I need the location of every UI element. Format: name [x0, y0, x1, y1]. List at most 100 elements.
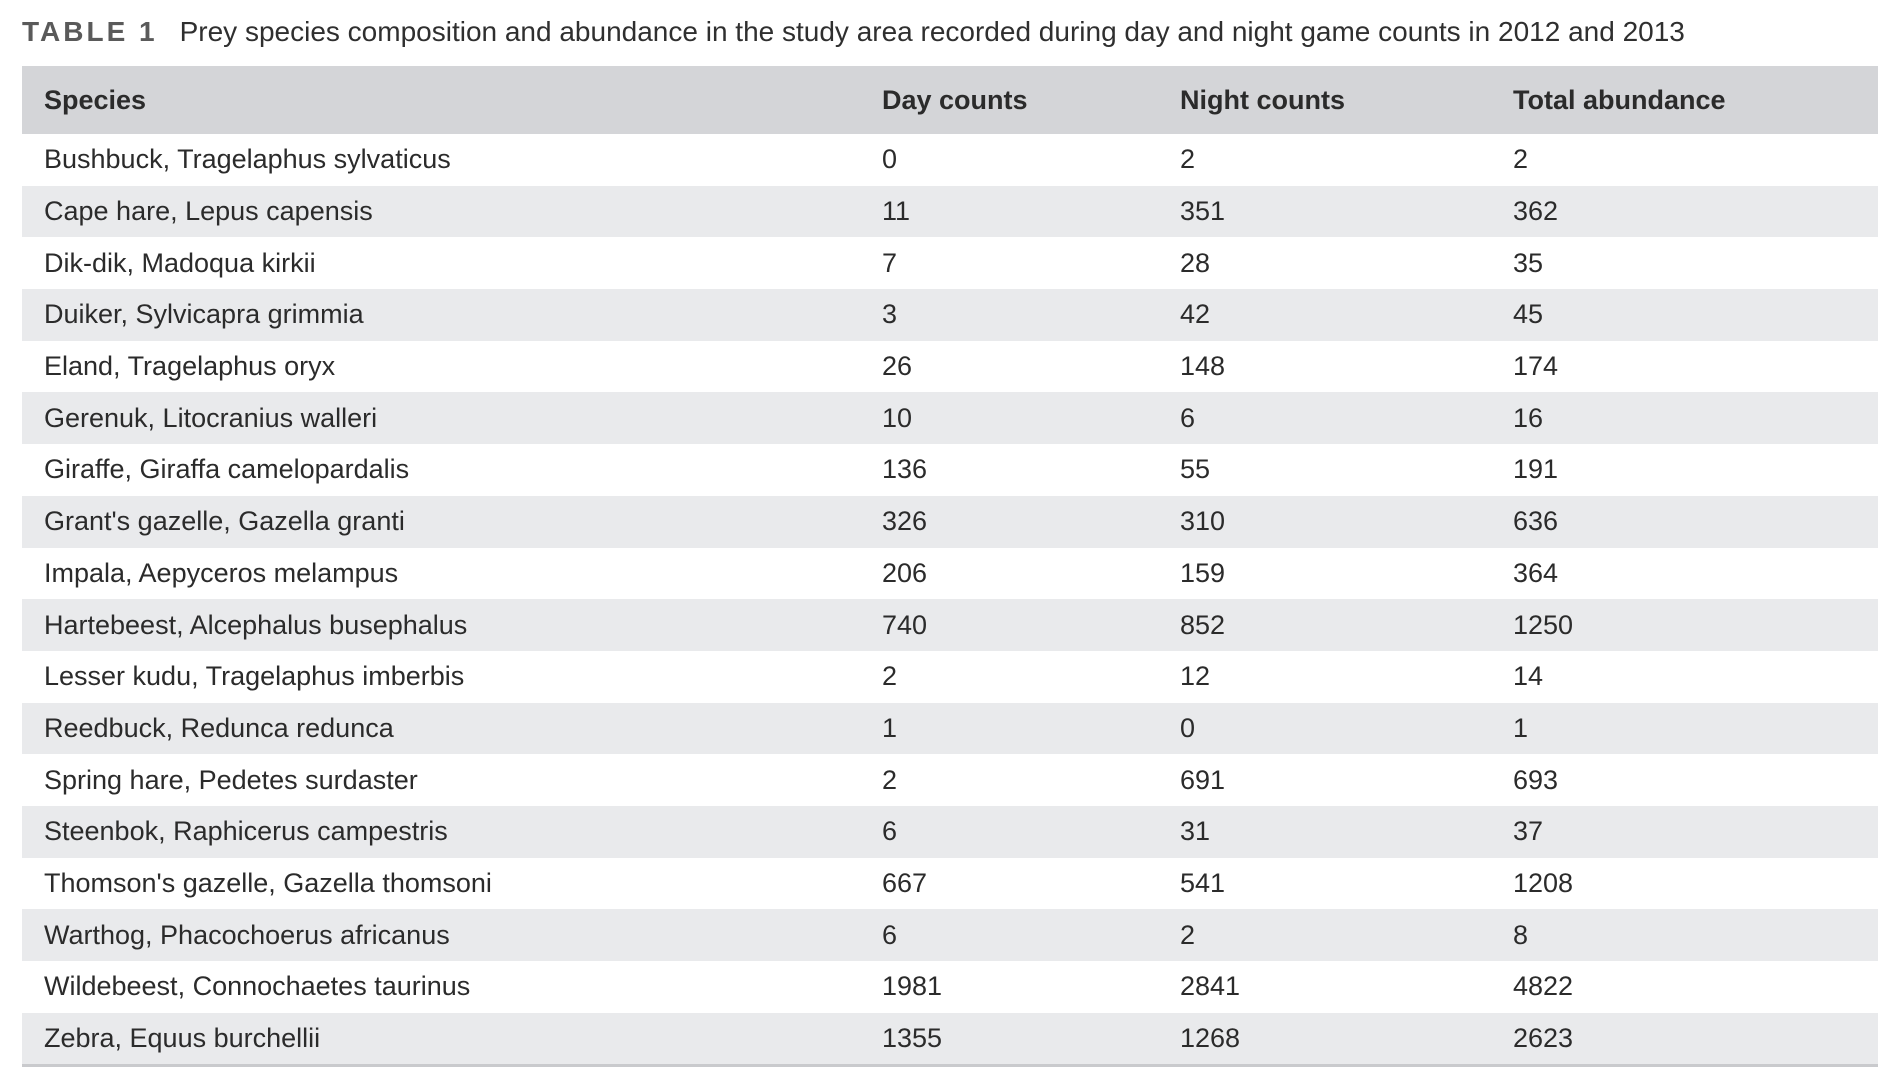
cell-total-abundance: 362 [1491, 185, 1878, 238]
cell-day-counts: 206 [860, 547, 1158, 600]
cell-night-counts: 2841 [1158, 961, 1491, 1013]
cell-species: Zebra, Equus burchellii [22, 1012, 860, 1068]
cell-night-counts: 351 [1158, 185, 1491, 238]
cell-day-counts: 326 [860, 495, 1158, 548]
cell-total-abundance: 693 [1491, 754, 1878, 806]
table-row: Cape hare, Lepus capensis 11 351 362 [22, 185, 1878, 238]
cell-night-counts: 2 [1158, 909, 1491, 961]
cell-species: Impala, Aepyceros melampus [22, 547, 860, 600]
cell-species: Steenbok, Raphicerus campestris [22, 805, 860, 858]
prey-species-table: Species Day counts Night counts Total ab… [22, 66, 1878, 1068]
cell-total-abundance: 191 [1491, 444, 1878, 496]
cell-day-counts: 1 [860, 702, 1158, 755]
cell-species: Duiker, Sylvicapra grimmia [22, 289, 860, 341]
cell-species: Spring hare, Pedetes surdaster [22, 754, 860, 806]
cell-species: Reedbuck, Redunca redunca [22, 702, 860, 755]
table-caption: TABLE 1 Prey species composition and abun… [22, 12, 1872, 52]
cell-night-counts: 55 [1158, 444, 1491, 496]
cell-total-abundance: 1 [1491, 702, 1878, 755]
cell-day-counts: 26 [860, 340, 1158, 393]
table-row: Steenbok, Raphicerus campestris 6 31 37 [22, 805, 1878, 858]
table-body: Bushbuck, Tragelaphus sylvaticus 0 2 2 Cape … [22, 134, 1878, 1068]
table-row: Duiker, Sylvicapra grimmia 3 42 45 [22, 289, 1878, 341]
cell-night-counts: 691 [1158, 754, 1491, 806]
cell-night-counts: 1268 [1158, 1012, 1491, 1068]
cell-total-abundance: 14 [1491, 650, 1878, 703]
table-header: Species Day counts Night counts Total ab… [22, 66, 1878, 134]
column-header-total-abundance: Total abundance [1491, 66, 1878, 134]
table-row: Hartebeest, Alcephalus busephalus 740 852 1… [22, 599, 1878, 651]
cell-total-abundance: 16 [1491, 392, 1878, 445]
cell-species: Warthog, Phacochoerus africanus [22, 909, 860, 961]
table-label: TABLE 1 [22, 16, 158, 47]
cell-day-counts: 2 [860, 650, 1158, 703]
cell-day-counts: 1981 [860, 961, 1158, 1013]
cell-night-counts: 148 [1158, 340, 1491, 393]
cell-day-counts: 0 [860, 134, 1158, 186]
cell-night-counts: 12 [1158, 650, 1491, 703]
table-row: Dik-dik, Madoqua kirkii 7 28 35 [22, 237, 1878, 290]
cell-day-counts: 3 [860, 289, 1158, 341]
table-row: Zebra, Equus burchellii 1355 1268 2623 [22, 1012, 1878, 1068]
table-row: Eland, Tragelaphus oryx 26 148 174 [22, 340, 1878, 393]
cell-species: Grant's gazelle, Gazella granti [22, 495, 860, 548]
cell-total-abundance: 2 [1491, 134, 1878, 186]
cell-species: Wildebeest, Connochaetes taurinus [22, 961, 860, 1013]
table-row: Spring hare, Pedetes surdaster 2 691 693 [22, 754, 1878, 806]
cell-species: Giraffe, Giraffa camelopardalis [22, 444, 860, 496]
cell-total-abundance: 45 [1491, 289, 1878, 341]
cell-night-counts: 6 [1158, 392, 1491, 445]
table-row: Grant's gazelle, Gazella granti 326 310 636 [22, 495, 1878, 548]
cell-total-abundance: 1250 [1491, 599, 1878, 651]
cell-night-counts: 28 [1158, 237, 1491, 290]
cell-night-counts: 42 [1158, 289, 1491, 341]
cell-day-counts: 11 [860, 185, 1158, 238]
cell-species: Eland, Tragelaphus oryx [22, 340, 860, 393]
table-row: Giraffe, Giraffa camelopardalis 136 55 191 [22, 444, 1878, 496]
column-header-species: Species [22, 66, 860, 134]
table-row: Wildebeest, Connochaetes taurinus 1981 284… [22, 961, 1878, 1013]
cell-species: Cape hare, Lepus capensis [22, 185, 860, 238]
table-row: Reedbuck, Redunca redunca 1 0 1 [22, 702, 1878, 755]
cell-species: Thomson's gazelle, Gazella thomsoni [22, 857, 860, 910]
cell-night-counts: 159 [1158, 547, 1491, 600]
table-row: Warthog, Phacochoerus africanus 6 2 8 [22, 909, 1878, 961]
cell-day-counts: 1355 [860, 1012, 1158, 1068]
cell-day-counts: 136 [860, 444, 1158, 496]
cell-species: Gerenuk, Litocranius walleri [22, 392, 860, 445]
table-row: Bushbuck, Tragelaphus sylvaticus 0 2 2 [22, 134, 1878, 186]
cell-night-counts: 541 [1158, 857, 1491, 910]
header-row: Species Day counts Night counts Total ab… [22, 66, 1878, 134]
cell-species: Dik-dik, Madoqua kirkii [22, 237, 860, 290]
cell-total-abundance: 1208 [1491, 857, 1878, 910]
cell-day-counts: 6 [860, 909, 1158, 961]
cell-night-counts: 310 [1158, 495, 1491, 548]
cell-total-abundance: 8 [1491, 909, 1878, 961]
column-header-night-counts: Night counts [1158, 66, 1491, 134]
cell-total-abundance: 364 [1491, 547, 1878, 600]
table-row: Lesser kudu, Tragelaphus imberbis 2 12 14 [22, 650, 1878, 703]
cell-night-counts: 2 [1158, 134, 1491, 186]
cell-night-counts: 0 [1158, 702, 1491, 755]
cell-day-counts: 10 [860, 392, 1158, 445]
cell-total-abundance: 174 [1491, 340, 1878, 393]
cell-day-counts: 740 [860, 599, 1158, 651]
cell-total-abundance: 4822 [1491, 961, 1878, 1013]
table-row: Impala, Aepyceros melampus 206 159 364 [22, 547, 1878, 600]
cell-night-counts: 852 [1158, 599, 1491, 651]
cell-species: Hartebeest, Alcephalus busephalus [22, 599, 860, 651]
cell-day-counts: 2 [860, 754, 1158, 806]
cell-total-abundance: 35 [1491, 237, 1878, 290]
table-title: Prey species composition and abundance i… [179, 16, 1685, 47]
cell-day-counts: 7 [860, 237, 1158, 290]
cell-species: Lesser kudu, Tragelaphus imberbis [22, 650, 860, 703]
cell-day-counts: 667 [860, 857, 1158, 910]
cell-total-abundance: 2623 [1491, 1012, 1878, 1068]
cell-total-abundance: 37 [1491, 805, 1878, 858]
table-row: Gerenuk, Litocranius walleri 10 6 16 [22, 392, 1878, 445]
cell-day-counts: 6 [860, 805, 1158, 858]
cell-night-counts: 31 [1158, 805, 1491, 858]
table-row: Thomson's gazelle, Gazella thomsoni 667 54… [22, 857, 1878, 910]
cell-total-abundance: 636 [1491, 495, 1878, 548]
cell-species: Bushbuck, Tragelaphus sylvaticus [22, 134, 860, 186]
